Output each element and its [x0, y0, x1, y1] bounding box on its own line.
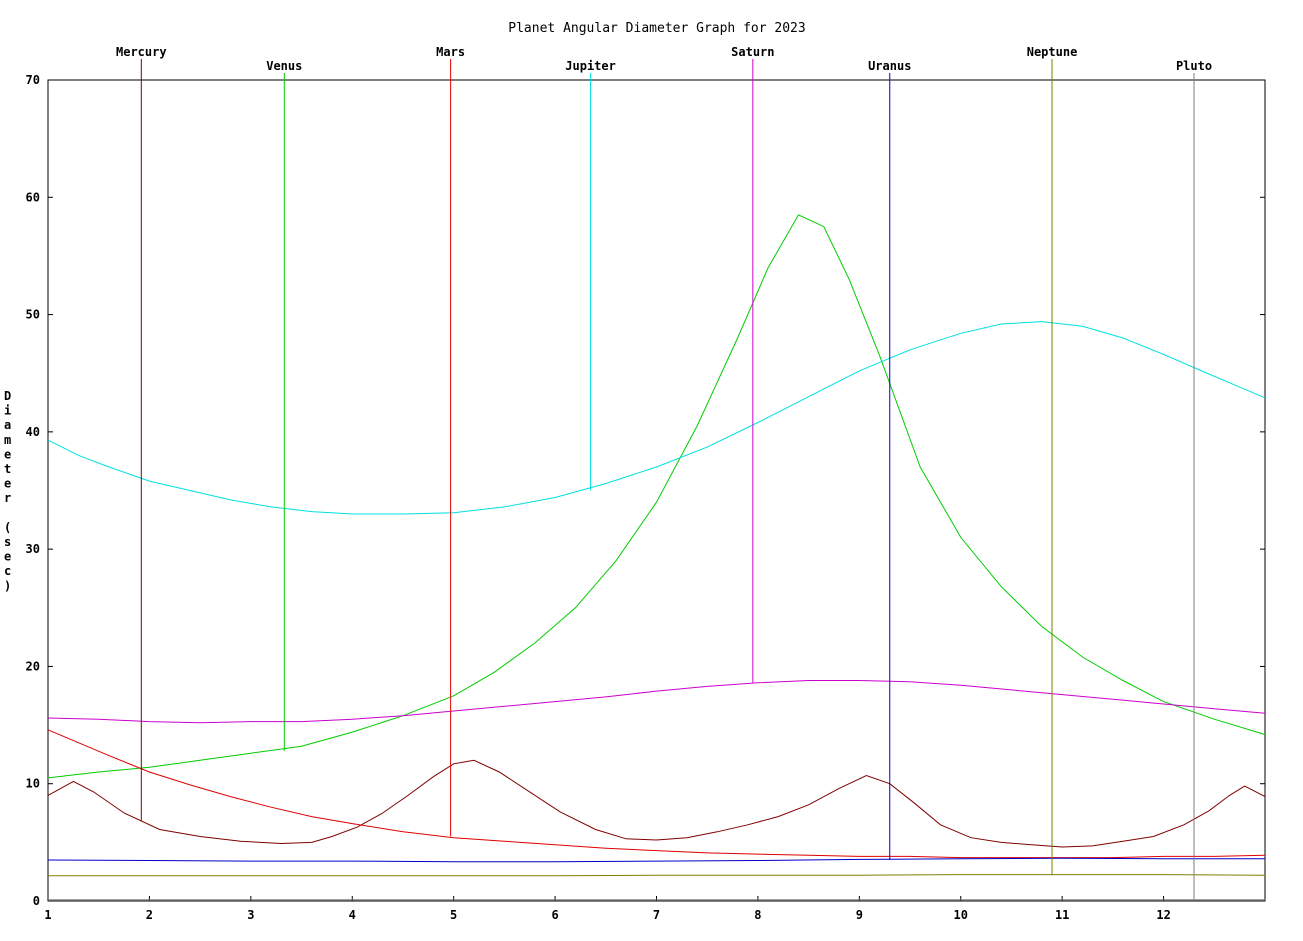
y-tick-label: 40 — [26, 425, 40, 439]
planet-labels: Mercury Venus Mars Jupiter Saturn Uranus Neptu… — [116, 45, 1212, 73]
series-line-saturn — [47, 680, 1266, 724]
planet-label-mercury: Mercury — [116, 45, 167, 59]
y-tick-label: 70 — [26, 73, 40, 87]
series-line-venus — [47, 214, 1266, 779]
planet-label-neptune: Neptune — [1027, 45, 1078, 59]
series-line-uranus — [47, 857, 1265, 863]
x-tick-label: 6 — [551, 908, 558, 922]
plot-frame — [47, 79, 1266, 902]
x-tick-label: 5 — [450, 908, 457, 922]
planet-label-mars: Mars — [436, 45, 465, 59]
x-tick-label: 12 — [1156, 908, 1170, 922]
series-line-mercury — [47, 759, 1266, 848]
planet-label-saturn: Saturn — [731, 45, 774, 59]
x-tick-label: 8 — [754, 908, 761, 922]
x-tick-label: 2 — [146, 908, 153, 922]
planet-marker-lines — [140, 59, 1195, 900]
x-tick-label: 3 — [247, 908, 254, 922]
y-tick-label: 20 — [26, 659, 40, 673]
x-tick-label: 9 — [856, 908, 863, 922]
planet-label-uranus: Uranus — [868, 59, 911, 73]
x-tick-label: 11 — [1055, 908, 1069, 922]
series-line-jupiter — [47, 321, 1266, 515]
y-tick-label: 0 — [33, 894, 40, 908]
planet-label-pluto: Pluto — [1176, 59, 1212, 73]
x-tick-label: 7 — [653, 908, 660, 922]
y-tick-label: 60 — [26, 190, 40, 204]
planet-label-venus: Venus — [266, 59, 302, 73]
series-line-mars — [47, 729, 1266, 859]
x-tick-label: 4 — [349, 908, 356, 922]
series-lines — [47, 214, 1266, 901]
y-tick-label: 10 — [26, 777, 40, 791]
y-tick-label: 30 — [26, 542, 40, 556]
series-line-neptune — [48, 874, 1266, 877]
planet-label-jupiter: Jupiter — [565, 59, 616, 73]
x-tick-label: 10 — [954, 908, 968, 922]
x-tick-label: 1 — [44, 908, 51, 922]
y-tick-label: 50 — [26, 308, 40, 322]
chart-title: Planet Angular Diameter Graph for 2023 — [508, 21, 805, 36]
